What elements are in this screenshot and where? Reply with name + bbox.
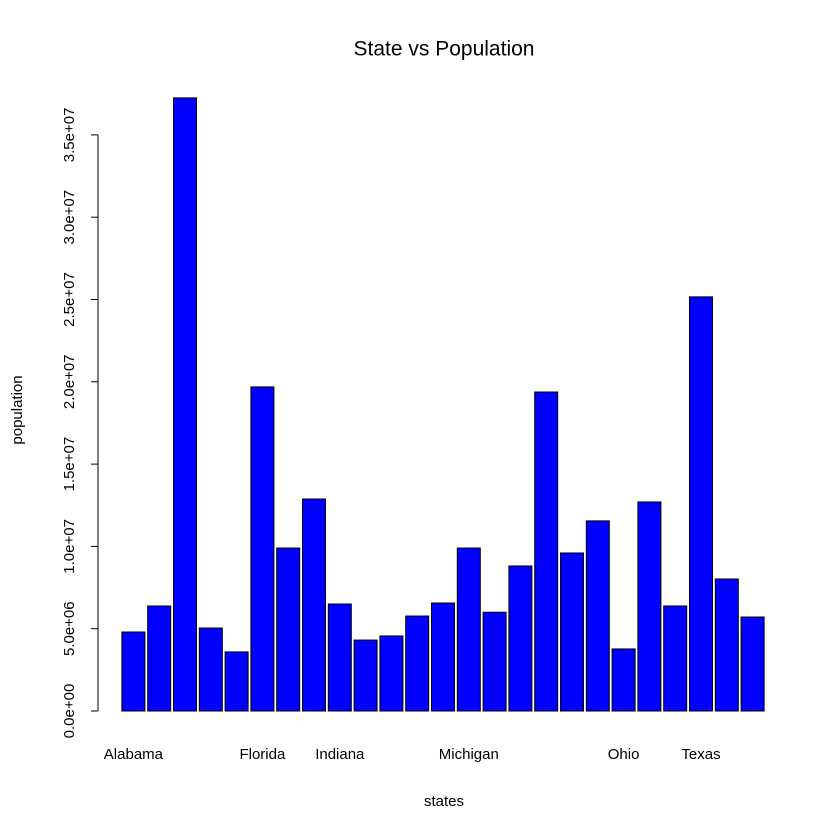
y-tick-label: 1.0e+07 [61,519,78,574]
bar [637,501,662,712]
bar [740,616,765,712]
x-tick-label: Michigan [439,746,499,763]
bar [560,552,584,712]
bar [585,520,610,712]
y-tick-label: 2.0e+07 [61,354,78,409]
bar [663,605,688,712]
bar [534,391,559,712]
bar [431,602,455,712]
bar [714,578,739,712]
x-tick-label: Texas [681,746,720,763]
y-axis-label: population [9,375,26,444]
x-tick-label: Florida [239,746,286,763]
bar [379,635,404,712]
bar [327,603,352,712]
y-tick-label: 3.0e+07 [61,190,78,245]
x-tick-label: Ohio [608,746,640,763]
bar [405,615,430,712]
bar [173,97,197,712]
y-tick-label: 1.5e+07 [61,437,78,492]
x-tick-label: Indiana [315,746,365,763]
bar [353,639,378,712]
y-tick-label: 3.5e+07 [61,108,78,163]
bar [611,648,636,712]
y-tick-label: 5.0e+06 [61,601,78,656]
x-axis-label: states [424,793,464,810]
y-tick-label: 2.5e+07 [61,272,78,327]
y-tick-label: 0.0e+00 [61,684,78,739]
bar [508,565,533,712]
chart-title: State vs Population [354,38,535,61]
bar [147,605,172,712]
bar [689,296,713,712]
bar [302,498,326,712]
bar [482,611,507,712]
bar [250,386,275,712]
bar [224,651,249,712]
bar [456,547,481,712]
bar [276,547,301,712]
x-tick-label: Alabama [104,746,164,763]
bar [121,631,146,712]
bar [198,627,223,712]
